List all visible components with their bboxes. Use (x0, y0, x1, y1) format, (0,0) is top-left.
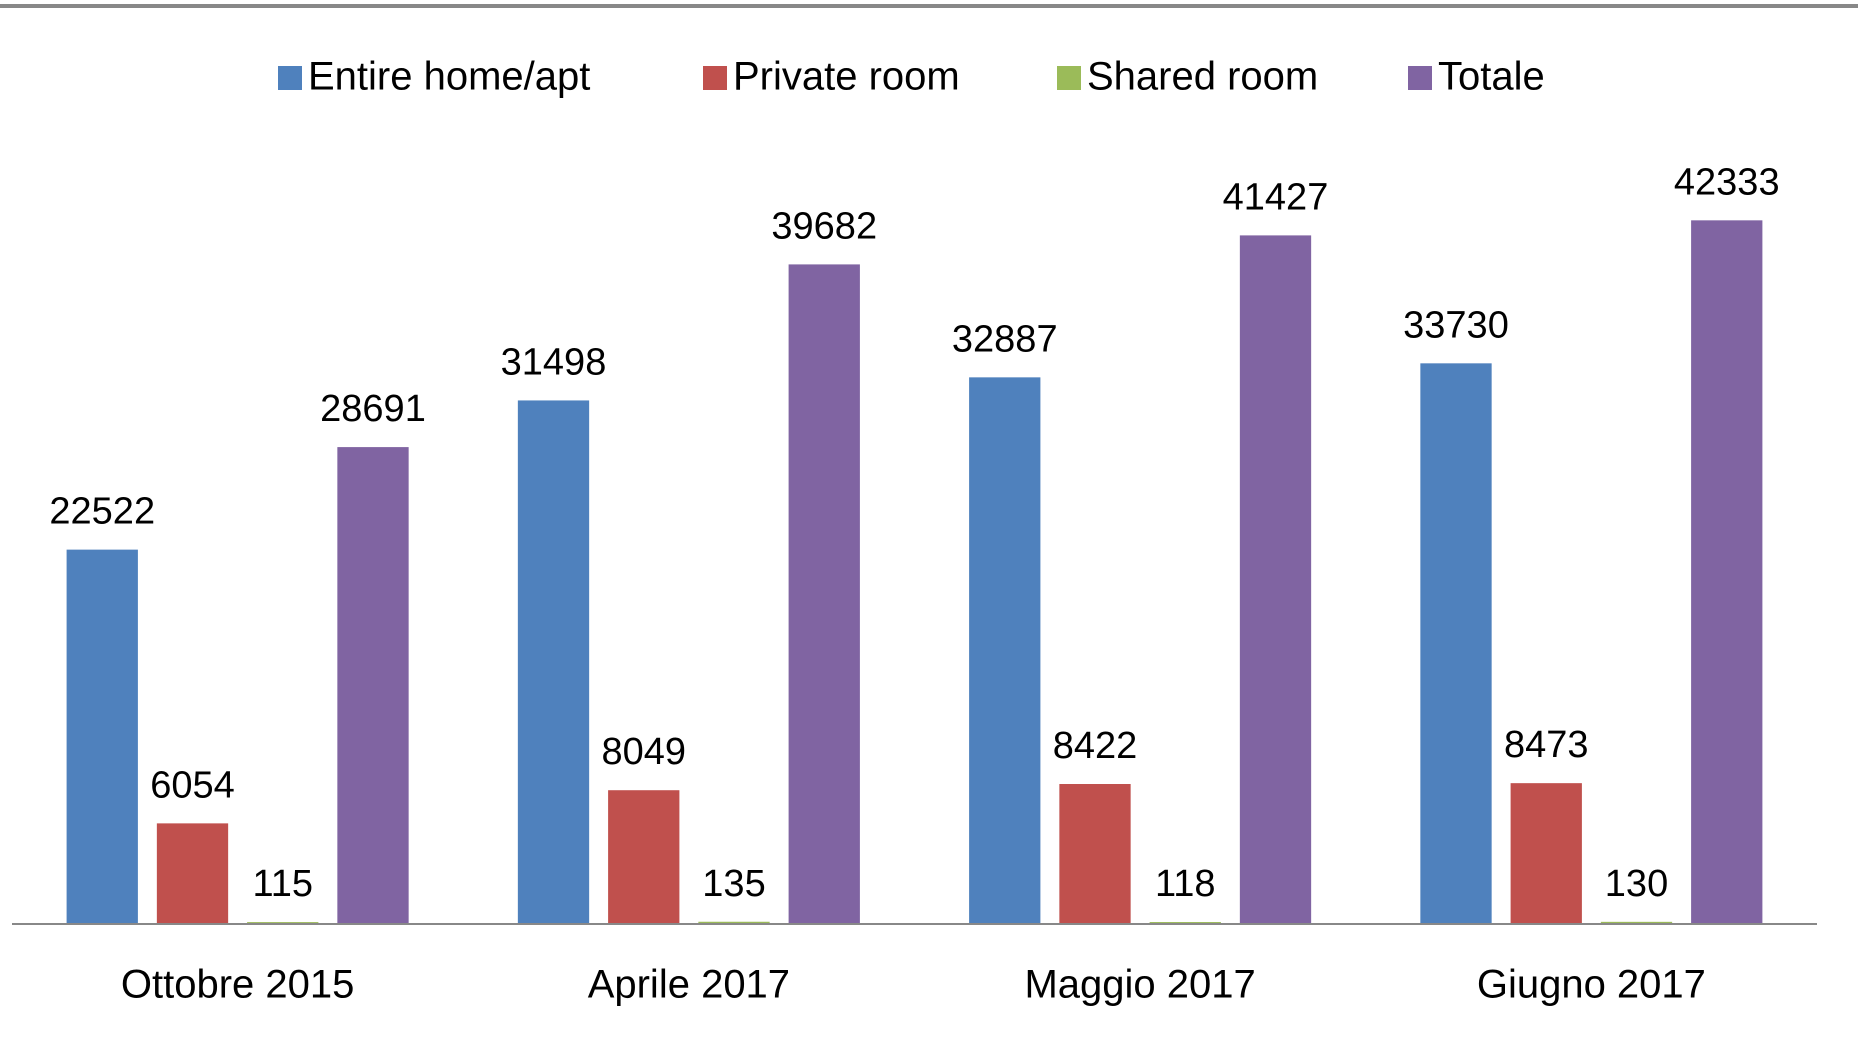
x-tick-label: Maggio 2017 (1024, 963, 1255, 1007)
data-label: 22522 (49, 491, 155, 533)
bar (156, 823, 229, 924)
legend-swatch (278, 66, 302, 90)
bar (1239, 235, 1312, 924)
bar (608, 790, 680, 924)
bar (969, 377, 1041, 924)
bar (517, 400, 590, 925)
data-label: 8049 (601, 731, 686, 773)
x-tick-label: Ottobre 2015 (121, 963, 355, 1007)
data-label: 28691 (320, 388, 426, 430)
legend-swatch (1057, 66, 1081, 90)
data-label: 31498 (501, 341, 607, 383)
data-label: 33730 (1403, 304, 1509, 346)
bar (1510, 783, 1582, 924)
data-label: 32887 (952, 318, 1058, 360)
data-label: 8473 (1504, 724, 1589, 766)
data-label: 41427 (1223, 176, 1329, 218)
legend-swatch (703, 66, 727, 90)
data-label: 115 (252, 863, 313, 905)
data-label: 118 (1155, 863, 1216, 905)
legend-swatch (1408, 66, 1432, 90)
data-label: 6054 (150, 764, 235, 806)
data-label: 42333 (1674, 161, 1780, 203)
bar (1059, 784, 1131, 924)
bar (337, 447, 409, 924)
legend-label: Shared room (1087, 55, 1318, 99)
bar (788, 264, 860, 924)
x-tick-label: Aprile 2017 (588, 963, 790, 1007)
legend-label: Private room (733, 55, 960, 99)
bar (1600, 921, 1673, 924)
x-tick-label: Giugno 2017 (1477, 963, 1706, 1007)
legend-label: Entire home/apt (308, 55, 590, 99)
legend-label: Totale (1438, 55, 1545, 99)
bar (1420, 363, 1492, 924)
bar (66, 549, 138, 924)
data-label: 130 (1605, 863, 1668, 905)
data-label: 39682 (771, 205, 877, 247)
bar (698, 921, 770, 924)
data-label: 8422 (1053, 725, 1138, 767)
data-label: 135 (702, 863, 765, 905)
bar (1691, 220, 1763, 924)
